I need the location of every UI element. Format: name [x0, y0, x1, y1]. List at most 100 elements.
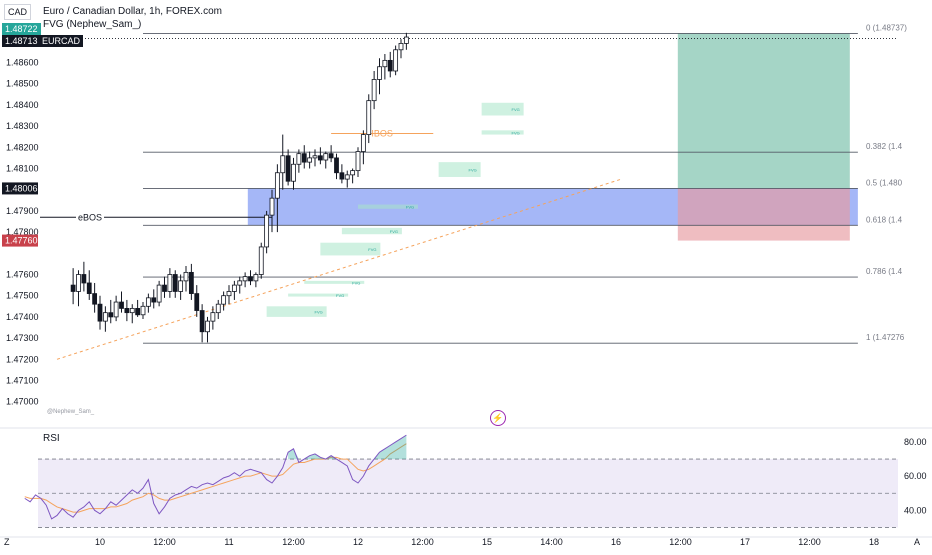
candle[interactable] [344, 170, 350, 188]
fvg-zone [481, 130, 524, 135]
candle[interactable] [248, 270, 253, 286]
price-tick-label: 1.48200 [6, 142, 39, 152]
candle[interactable] [140, 302, 146, 320]
fib-label: 0.382 (1.4 [866, 142, 903, 151]
candle[interactable] [135, 299, 141, 317]
candle[interactable] [398, 39, 404, 59]
lightning-icon[interactable]: ⚡ [490, 410, 506, 426]
fvg-label: FVG [469, 168, 477, 173]
fvg-zone [481, 102, 524, 116]
candle[interactable] [242, 272, 248, 288]
candle-body [242, 276, 248, 282]
candle[interactable] [317, 147, 323, 165]
candle[interactable] [124, 299, 130, 322]
candle[interactable] [307, 151, 313, 169]
candle[interactable] [162, 276, 167, 298]
candle[interactable] [350, 168, 356, 184]
price-highlight-label: 1.47760 [5, 236, 38, 246]
candle[interactable] [102, 306, 108, 332]
candle[interactable] [269, 189, 275, 233]
candle[interactable] [339, 164, 345, 184]
candle[interactable] [108, 299, 114, 324]
candle[interactable] [226, 285, 232, 305]
candle[interactable] [264, 210, 270, 254]
candle[interactable] [360, 130, 366, 165]
price-tick-label: 1.48500 [6, 79, 39, 89]
corner-left-label: Z [4, 537, 10, 547]
candle[interactable] [377, 58, 382, 95]
time-tick-label: 14:00 [540, 537, 563, 547]
price-tick-label: 1.47000 [6, 397, 39, 407]
candle[interactable] [97, 295, 103, 330]
candle[interactable] [237, 276, 243, 294]
candle[interactable] [291, 157, 296, 190]
candle[interactable] [215, 299, 221, 320]
candle[interactable] [387, 51, 393, 78]
candle[interactable] [274, 164, 280, 233]
candle[interactable] [178, 274, 184, 300]
candle[interactable] [253, 272, 259, 288]
candle[interactable] [280, 134, 286, 190]
candle-body [355, 151, 361, 172]
candle[interactable] [205, 316, 210, 343]
candle[interactable] [403, 32, 409, 50]
candle[interactable] [145, 293, 151, 313]
candle-body [113, 301, 119, 318]
candle-body [226, 291, 232, 297]
fib-label: 0.786 (1.4 [866, 267, 903, 276]
candle-body [328, 153, 334, 159]
candle[interactable] [172, 270, 178, 298]
candle[interactable] [231, 280, 237, 300]
candle[interactable] [221, 291, 227, 311]
candle[interactable] [76, 270, 81, 307]
candle-body [366, 100, 372, 135]
candle[interactable] [371, 70, 377, 110]
stop-loss-zone [677, 188, 850, 241]
fvg-zone [341, 227, 402, 235]
candle[interactable] [355, 147, 361, 177]
candle[interactable] [393, 45, 399, 76]
candle[interactable] [167, 268, 173, 298]
indicator-name[interactable]: FVG (Nephew_Sam_) [43, 19, 142, 30]
candle[interactable] [86, 270, 92, 300]
candle[interactable] [113, 295, 119, 322]
candle[interactable] [366, 94, 372, 144]
candle[interactable] [323, 151, 329, 169]
candle[interactable] [334, 153, 339, 180]
candle[interactable] [81, 261, 87, 292]
candle-body [296, 153, 302, 165]
candle[interactable] [92, 282, 98, 313]
candle[interactable] [210, 306, 216, 330]
price-tick-label: 1.48600 [6, 58, 39, 68]
candle[interactable] [194, 285, 200, 317]
candle[interactable] [285, 149, 291, 186]
candle[interactable] [183, 266, 189, 292]
fvg-zone [304, 280, 365, 284]
currency-badge[interactable]: CAD [4, 4, 32, 20]
candle-body [317, 155, 323, 161]
price-tick-label: 1.47200 [6, 354, 39, 364]
candle[interactable] [119, 291, 124, 313]
candle-body [194, 293, 200, 311]
candle[interactable] [258, 242, 264, 279]
fib-label: 0 (1.48737) [866, 23, 907, 32]
candle[interactable] [382, 54, 388, 80]
candle[interactable] [199, 304, 205, 343]
time-tick-label: 12:00 [669, 537, 692, 547]
candle[interactable] [296, 149, 302, 173]
rsi-title[interactable]: RSI [43, 433, 60, 444]
candle[interactable] [156, 280, 162, 307]
candle[interactable] [188, 263, 194, 300]
candle[interactable] [301, 145, 307, 169]
time-tick-label: 10 [95, 537, 105, 547]
candle[interactable] [328, 145, 334, 163]
candle[interactable] [151, 289, 157, 309]
candle[interactable] [70, 268, 76, 305]
candle[interactable] [129, 304, 135, 324]
candle-body [119, 301, 124, 309]
candle-body [205, 320, 210, 333]
trendline [56, 178, 622, 360]
candle[interactable] [312, 149, 318, 167]
